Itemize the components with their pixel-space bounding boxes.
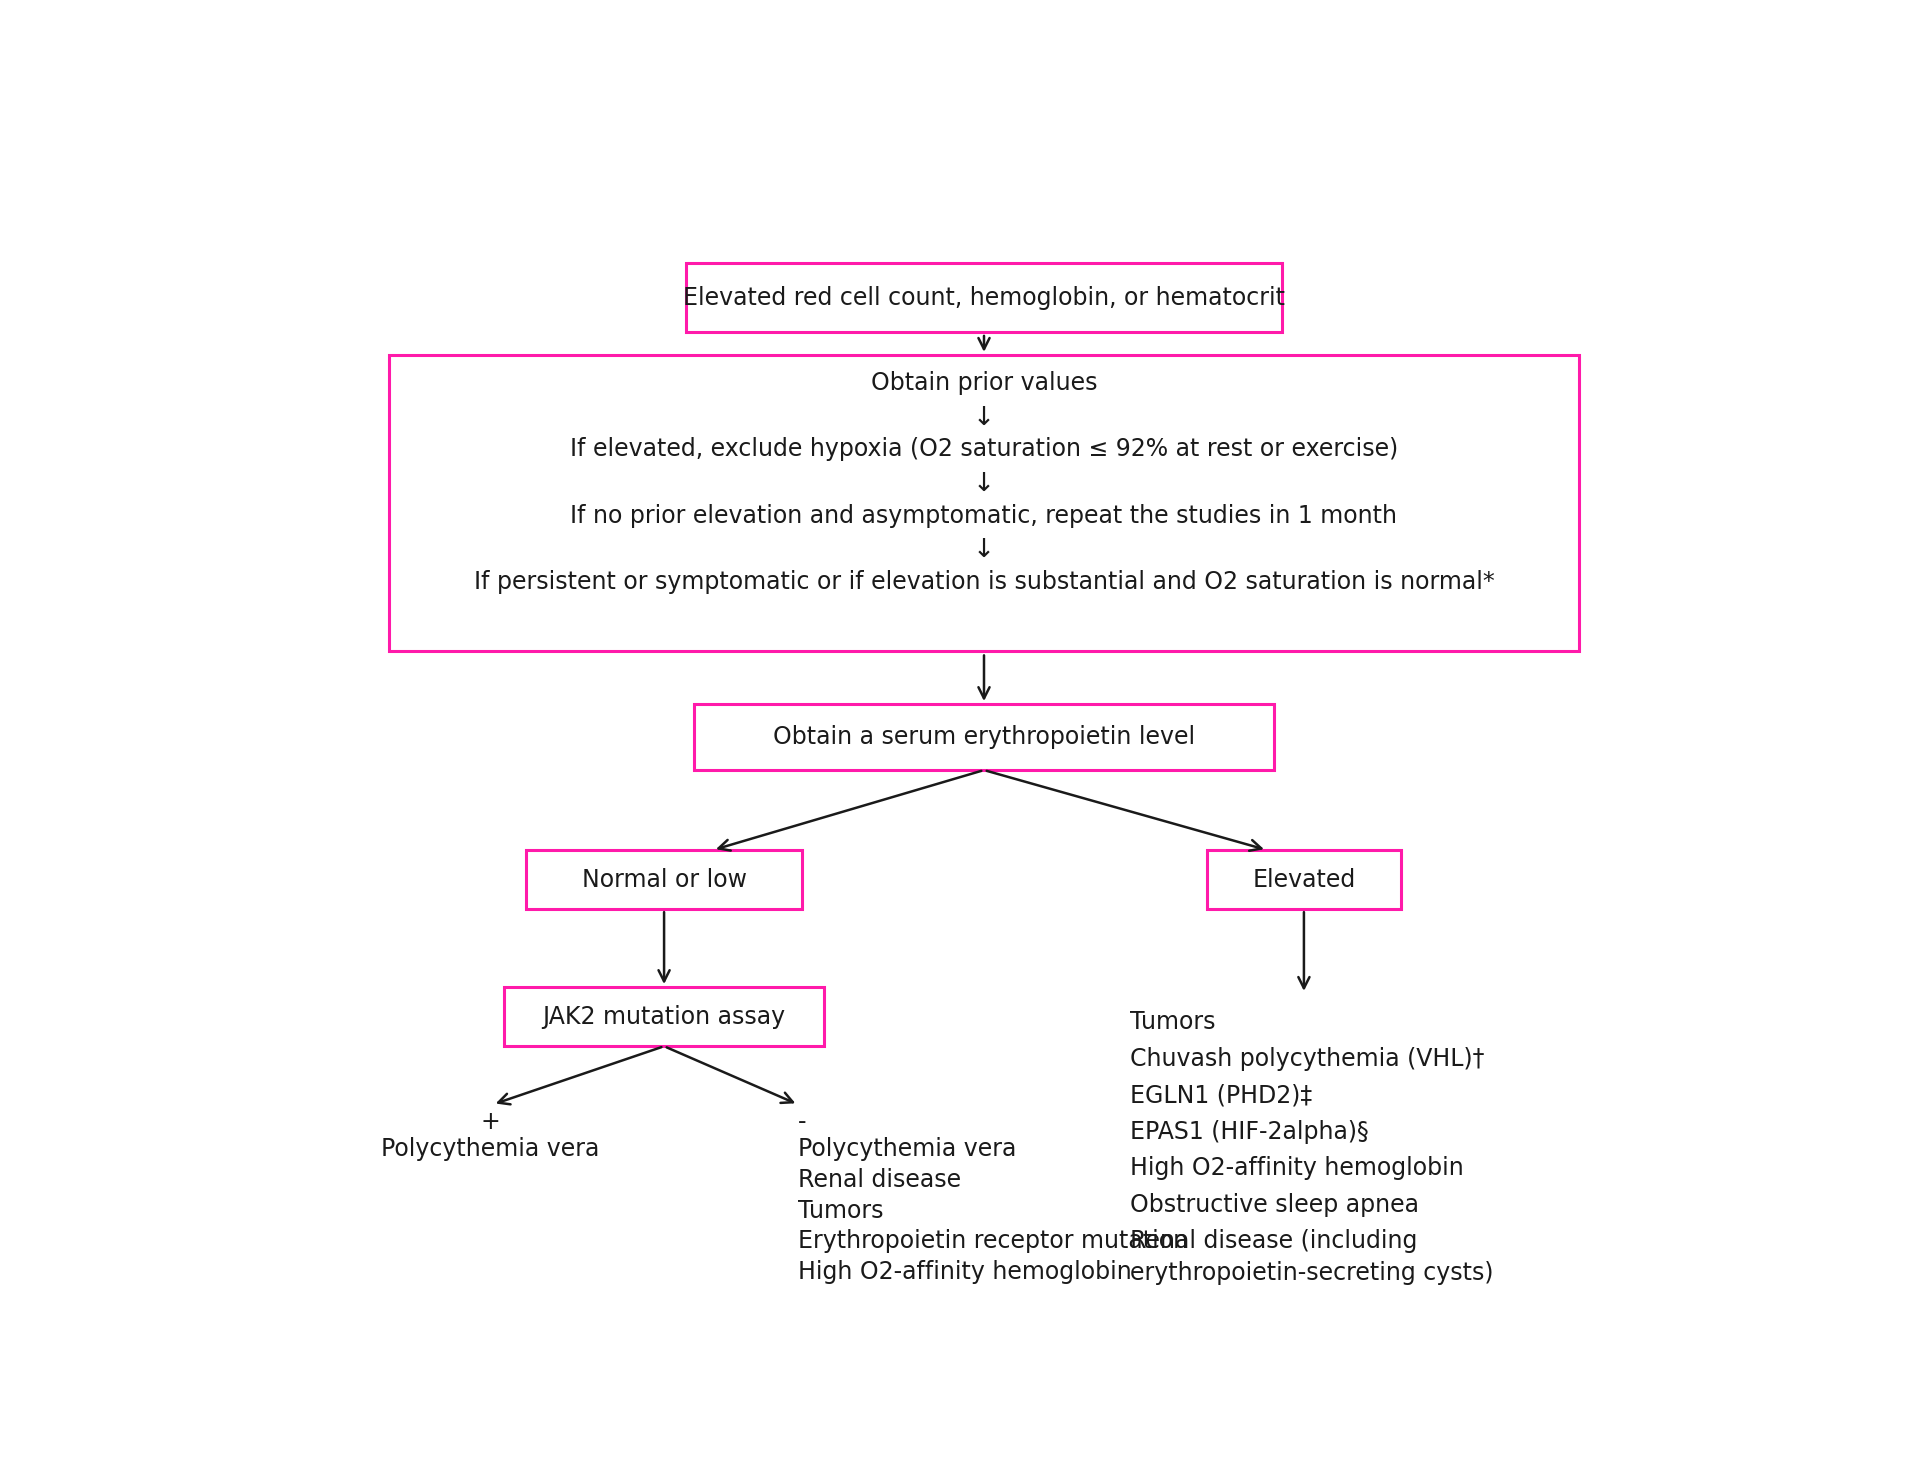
Text: Tumors: Tumors <box>799 1199 883 1223</box>
Text: Obstructive sleep apnea: Obstructive sleep apnea <box>1129 1193 1419 1217</box>
Text: Obtain prior values: Obtain prior values <box>872 372 1096 396</box>
FancyBboxPatch shape <box>687 264 1283 332</box>
FancyBboxPatch shape <box>693 704 1275 771</box>
Text: If no prior elevation and asymptomatic, repeat the studies in 1 month: If no prior elevation and asymptomatic, … <box>570 504 1398 528</box>
Text: Polycythemia vera: Polycythemia vera <box>380 1137 599 1160</box>
Text: erythropoietin-secreting cysts): erythropoietin-secreting cysts) <box>1129 1261 1494 1285</box>
Text: If elevated, exclude hypoxia (O2 saturation ≤ 92% at rest or exercise): If elevated, exclude hypoxia (O2 saturat… <box>570 437 1398 461</box>
Text: Tumors: Tumors <box>1129 1011 1215 1034</box>
Text: EGLN1 (PHD2)‡: EGLN1 (PHD2)‡ <box>1129 1083 1311 1107</box>
Text: High O2-affinity hemoglobin: High O2-affinity hemoglobin <box>1129 1156 1463 1180</box>
Text: +: + <box>480 1110 499 1134</box>
FancyBboxPatch shape <box>505 987 824 1046</box>
Text: -: - <box>799 1110 806 1134</box>
Text: Elevated red cell count, hemoglobin, or hematocrit: Elevated red cell count, hemoglobin, or … <box>684 286 1284 310</box>
Text: If persistent or symptomatic or if elevation is substantial and O2 saturation is: If persistent or symptomatic or if eleva… <box>474 569 1494 594</box>
Text: Renal disease: Renal disease <box>799 1168 962 1192</box>
Text: Renal disease (including: Renal disease (including <box>1129 1230 1417 1254</box>
FancyBboxPatch shape <box>1208 851 1400 910</box>
Text: ↓: ↓ <box>973 405 995 430</box>
Text: EPAS1 (HIF-2alpha)§: EPAS1 (HIF-2alpha)§ <box>1129 1120 1369 1144</box>
Text: High O2-affinity hemoglobin: High O2-affinity hemoglobin <box>799 1260 1131 1285</box>
FancyBboxPatch shape <box>388 354 1578 652</box>
Text: Polycythemia vera: Polycythemia vera <box>799 1137 1016 1160</box>
Text: ↓: ↓ <box>973 471 995 496</box>
Text: ↓: ↓ <box>973 536 995 563</box>
FancyBboxPatch shape <box>526 851 803 910</box>
Text: Erythropoietin receptor mutation: Erythropoietin receptor mutation <box>799 1230 1188 1254</box>
Text: JAK2 mutation assay: JAK2 mutation assay <box>543 1005 785 1029</box>
Text: Chuvash polycythemia (VHL)†: Chuvash polycythemia (VHL)† <box>1129 1046 1484 1071</box>
Text: Obtain a serum erythropoietin level: Obtain a serum erythropoietin level <box>774 725 1194 748</box>
Text: Elevated: Elevated <box>1252 867 1356 892</box>
Text: Normal or low: Normal or low <box>582 867 747 892</box>
